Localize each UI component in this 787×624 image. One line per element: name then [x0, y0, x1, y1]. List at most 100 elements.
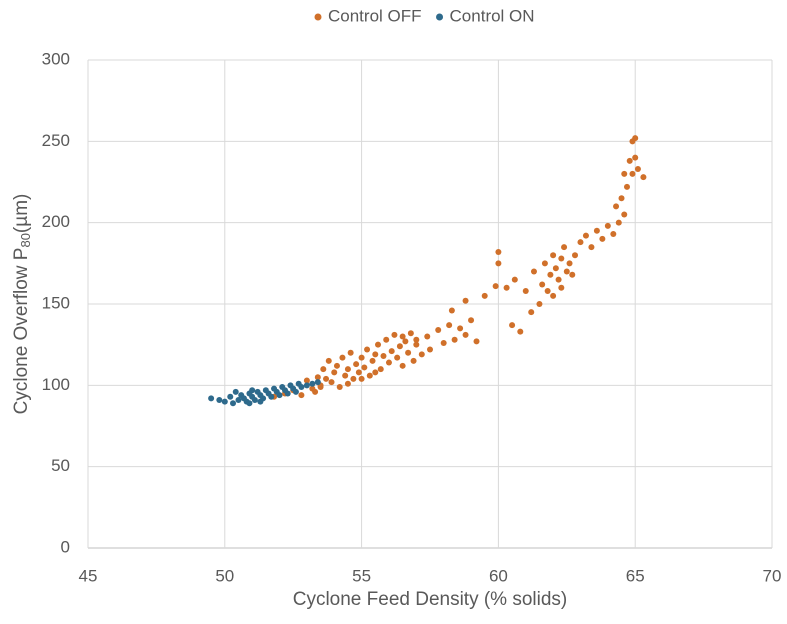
scatter-point [298, 383, 305, 390]
scatter-point [372, 369, 379, 376]
scatter-point [249, 387, 256, 394]
scatter-point [383, 336, 390, 343]
scatter-point [495, 248, 502, 255]
scatter-point [623, 183, 630, 190]
scatter-point [517, 328, 524, 335]
scatter-point [208, 395, 215, 402]
legend-marker [436, 13, 444, 21]
scatter-point [333, 362, 340, 369]
scatter-point [355, 369, 362, 376]
scatter-point [320, 366, 327, 373]
x-tick-label: 65 [626, 566, 645, 585]
scatter-point [246, 400, 253, 407]
scatter-point [413, 336, 420, 343]
scatter-point [468, 317, 475, 324]
scatter-point [380, 353, 387, 360]
scatter-point [615, 219, 622, 226]
scatter-point [391, 331, 398, 338]
scatter-point [528, 309, 535, 316]
scatter-point [303, 377, 310, 384]
scatter-point [558, 284, 565, 291]
scatter-point [509, 322, 516, 329]
legend-marker [314, 13, 322, 21]
x-tick-label: 45 [79, 566, 98, 585]
scatter-point [361, 364, 368, 371]
scatter-point [536, 301, 543, 307]
scatter-point [632, 154, 639, 161]
scatter-point [216, 396, 223, 403]
scatter-point [629, 170, 636, 177]
scatter-point [621, 211, 628, 218]
y-axis-title: Cyclone Overflow P80(µm) [11, 194, 33, 415]
scatter-point [331, 369, 338, 376]
scatter-point [353, 361, 360, 368]
scatter-point [626, 157, 633, 164]
scatter-point [317, 383, 324, 390]
scatter-point [375, 341, 382, 348]
scatter-point [344, 366, 351, 373]
x-tick-label: 55 [352, 566, 371, 585]
scatter-point [388, 348, 395, 355]
scatter-point [462, 331, 469, 338]
scatter-point [407, 330, 414, 337]
scatter-point [399, 362, 406, 369]
legend-label: Control OFF [328, 6, 422, 25]
scatter-point [251, 396, 258, 403]
y-tick-label: 200 [42, 212, 70, 231]
scatter-point [435, 327, 442, 334]
scatter-point [369, 357, 376, 364]
scatter-point [558, 255, 565, 262]
scatter-point [424, 333, 431, 340]
scatter-point [618, 195, 625, 202]
scatter-point [563, 268, 570, 275]
scatter-point [257, 398, 264, 405]
scatter-point [292, 388, 299, 395]
scatter-point [440, 340, 447, 347]
scatter-point [347, 349, 354, 356]
scatter-point [336, 383, 343, 390]
scatter-point [312, 388, 319, 395]
y-tick-label: 50 [51, 456, 70, 475]
scatter-point [541, 260, 548, 267]
scatter-point [358, 354, 365, 361]
scatter-point [572, 252, 579, 259]
scatter-point [298, 392, 305, 399]
scatter-point [364, 346, 371, 353]
y-tick-label: 250 [42, 131, 70, 150]
scatter-point [427, 346, 433, 353]
scatter-point [358, 375, 365, 382]
x-axis-title: Cyclone Feed Density (% solids) [293, 589, 568, 610]
scatter-point [350, 375, 357, 382]
scatter-point [577, 239, 584, 246]
scatter-point [448, 307, 455, 314]
scatter-point [323, 375, 330, 382]
scatter-point [561, 244, 568, 251]
scatter-point [339, 354, 346, 361]
scatter-point [284, 390, 291, 397]
scatter-point [309, 380, 316, 387]
scatter-point [481, 292, 488, 299]
scatter-point [552, 265, 559, 272]
scatter-point [522, 287, 529, 294]
y-axis-title-unit: (µm) [11, 194, 32, 233]
scatter-point [377, 366, 384, 373]
scatter-point [418, 351, 425, 358]
scatter-point [394, 354, 401, 361]
y-tick-label: 150 [42, 293, 70, 312]
scatter-point [610, 231, 617, 238]
x-tick-label: 50 [215, 566, 234, 585]
scatter-point [227, 393, 234, 400]
scatter-point [550, 292, 557, 299]
x-tick-label: 60 [489, 566, 508, 585]
scatter-point [230, 400, 237, 407]
scatter-point [634, 165, 641, 172]
scatter-point [446, 322, 453, 329]
scatter-point [473, 338, 480, 345]
scatter-point [413, 341, 420, 348]
x-tick-label: 70 [763, 566, 782, 585]
scatter-point [539, 281, 546, 288]
y-tick-label: 0 [61, 537, 70, 556]
scatter-point [402, 338, 409, 345]
scatter-point [325, 357, 332, 364]
